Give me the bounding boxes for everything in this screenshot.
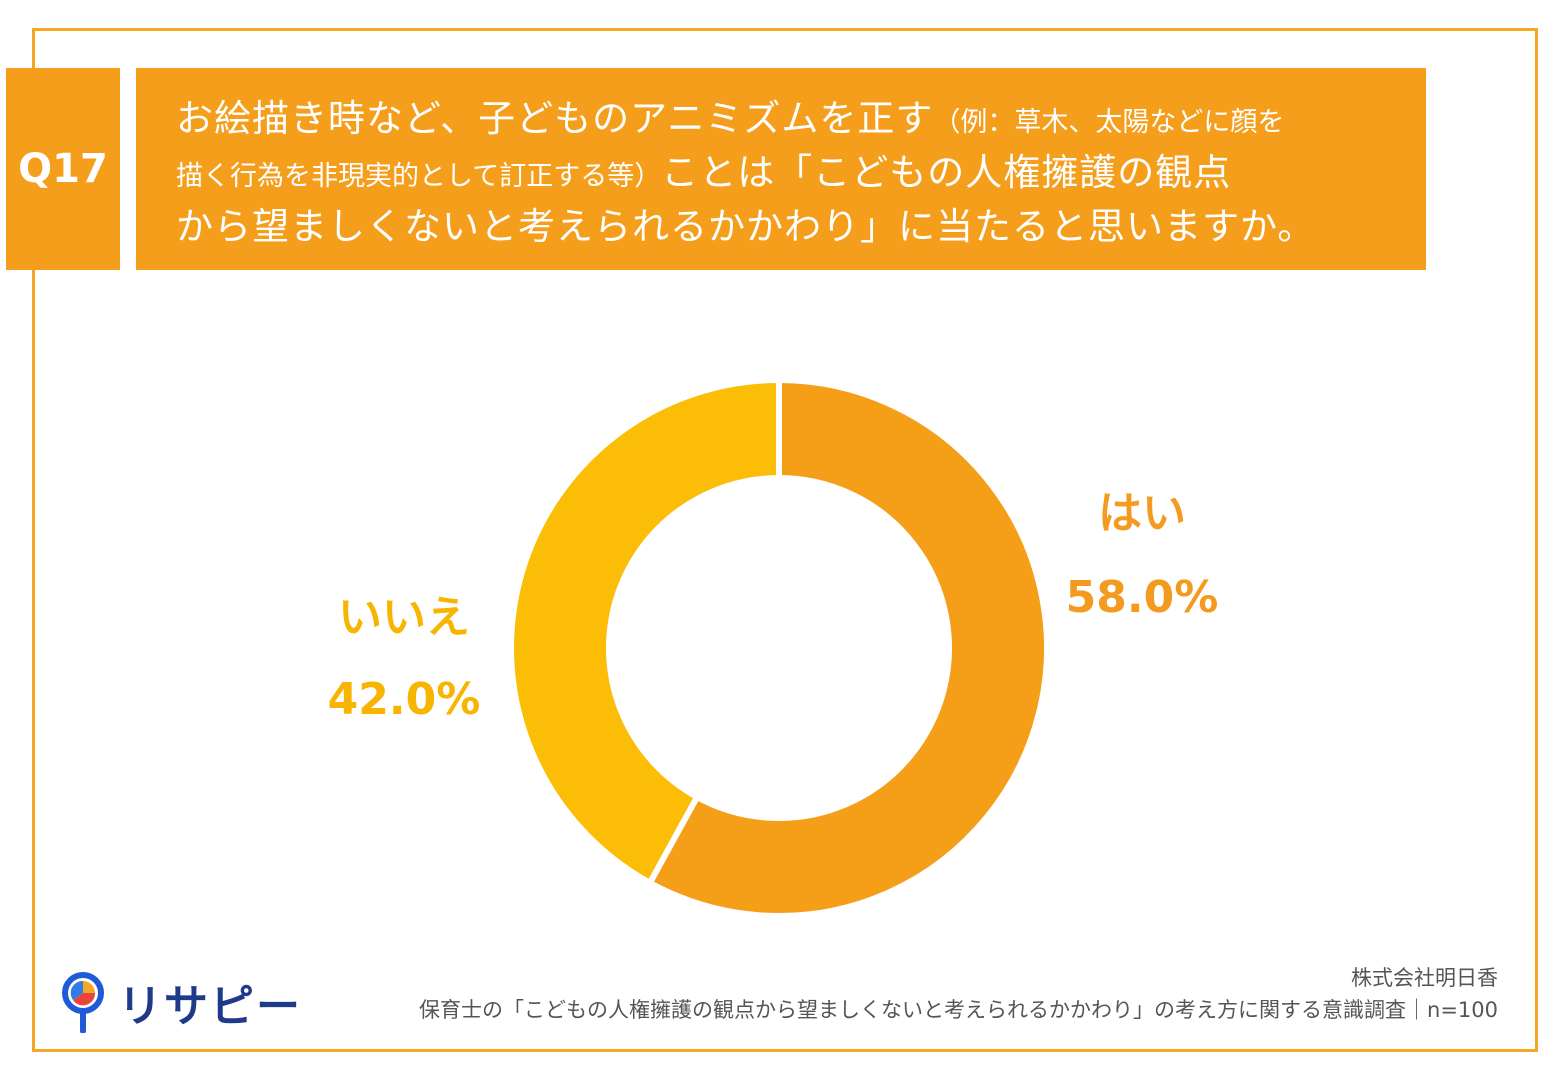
company-name: 株式会社明日香: [1351, 966, 1498, 990]
question-line-3-text: から望ましくないと考えられるかかわり」に当たると思いますか。: [176, 205, 1316, 248]
slice-value-label-no: 42.0%: [328, 674, 481, 725]
donut-slices: [508, 376, 1050, 919]
slice-category-label-no: いいえ: [338, 592, 470, 643]
question-box: お絵描き時など、子どものアニミズムを正す（例：草木、太陽などに顔を 描く行為を非…: [136, 68, 1426, 270]
slice-value-label-yes: 58.0%: [1066, 572, 1219, 623]
question-line-2-small: 描く行為を非現実的として訂正する等）: [176, 161, 662, 192]
question-line-1-main: お絵描き時など、子どものアニミズムを正す: [176, 97, 934, 140]
question-line-3: から望ましくないと考えられるかかわり」に当たると思いますか。: [176, 202, 1396, 252]
question-number: Q17: [18, 146, 108, 192]
question-line-1: お絵描き時など、子どものアニミズムを正す（例：草木、太陽などに顔を: [176, 94, 1396, 148]
question-line-2: 描く行為を非現実的として訂正する等）ことは「こどもの人権擁護の観点: [176, 148, 1396, 202]
donut-slice-yes: [645, 376, 1050, 919]
question-number-badge: Q17: [6, 68, 120, 270]
question-line-2-main: ことは「こどもの人権擁護の観点: [661, 151, 1232, 194]
survey-caption: 保育士の「こどもの人権擁護の観点から望ましくないと考えられるかかわり」の考え方に…: [419, 998, 1498, 1022]
risapi-logo: リサピー: [60, 970, 302, 1034]
slice-category-label-yes: はい: [1098, 488, 1186, 539]
donut-slice-no: [508, 376, 782, 887]
chart-frame: [32, 28, 1538, 1052]
question-line-1-small: （例：草木、太陽などに顔を: [933, 107, 1285, 138]
donut-labels: はい 58.0% いいえ 42.0%: [328, 488, 1219, 725]
logo-text: リサピー: [118, 981, 302, 1032]
location-pin-icon: [62, 972, 104, 1033]
